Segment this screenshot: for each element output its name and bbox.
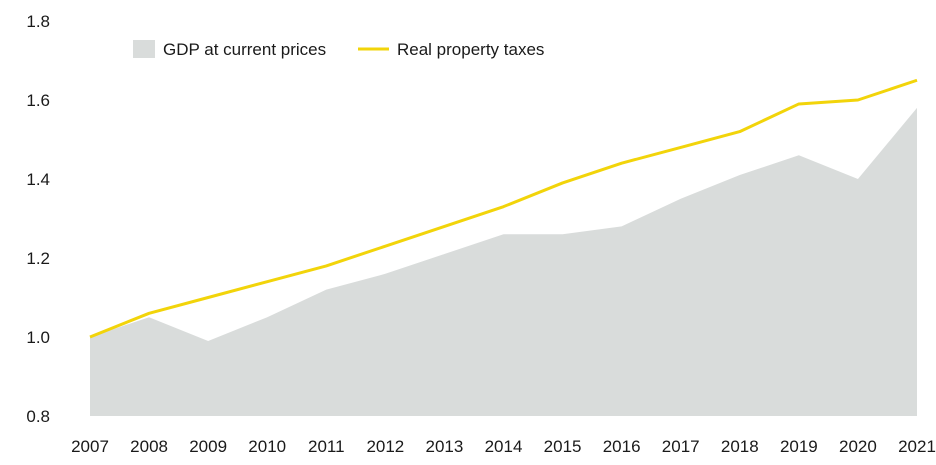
x-tick-label: 2016 [603,437,641,456]
y-tick-label: 1.8 [26,12,50,31]
gdp-point-2016 [620,224,624,228]
x-tick-label: 2012 [366,437,404,456]
x-tick-label: 2008 [130,437,168,456]
x-tick-label: 2014 [485,437,523,456]
x-tick-label: 2007 [71,437,109,456]
x-axis: 2007 2008 2009 2010 2011 2012 2013 2014 2015 2016… [71,437,936,456]
y-tick-label: 1.6 [26,91,50,110]
real-property-taxes-point-2008 [147,311,151,315]
x-tick-label: 2015 [544,437,582,456]
real-property-taxes-point-2012 [383,244,387,248]
y-tick-label: 1.2 [26,249,50,268]
gdp-point-2012 [383,272,387,276]
real-property-taxes-point-2014 [502,205,506,209]
real-property-taxes-point-2010 [265,280,269,284]
gdp-point-2019 [797,153,801,157]
legend-label-real-property-taxes: Real property taxes [397,40,544,59]
gdp-area [90,107,917,417]
gdp-point-2018 [738,173,742,177]
real-property-taxes-point-2016 [620,161,624,165]
gdp-point-2020 [856,177,860,181]
gdp-point-2014 [502,232,506,236]
real-property-taxes-point-2020 [856,98,860,102]
legend-swatch-gdp [133,40,155,58]
gdp-point-2021 [915,106,919,110]
gdp-point-2011 [324,288,328,292]
real-property-taxes-line [89,78,918,339]
y-tick-label: 0.8 [26,407,50,426]
x-tick-label: 2019 [780,437,818,456]
line-layer [89,78,918,339]
gdp-point-2008 [147,315,151,319]
x-tick-label: 2021 [898,437,936,456]
gdp-point-2017 [679,197,683,201]
y-tick-label: 1.4 [26,170,50,189]
real-property-taxes-point-2019 [797,102,801,106]
y-tick-label: 1.0 [26,328,50,347]
x-tick-label: 2020 [839,437,877,456]
real-property-taxes-point-2011 [324,264,328,268]
real-property-taxes-point-2018 [738,130,742,134]
real-property-taxes-point-2017 [679,145,683,149]
x-tick-label: 2011 [308,437,345,456]
area-layer [90,107,917,417]
gdp-point-2015 [561,232,565,236]
real-property-taxes-point-2021 [915,78,919,82]
x-tick-label: 2013 [426,437,464,456]
gdp-point-2013 [442,252,446,256]
x-tick-label: 2010 [248,437,286,456]
y-axis: 0.8 1.0 1.2 1.4 1.6 1.8 [26,12,50,426]
x-tick-label: 2009 [189,437,227,456]
gdp-point-2009 [206,339,210,343]
real-property-taxes-point-2009 [206,296,210,300]
real-property-taxes-point-2015 [561,181,565,185]
legend: GDP at current prices Real property taxe… [133,40,544,59]
legend-label-gdp: GDP at current prices [163,40,326,59]
gdp-point-2010 [265,315,269,319]
real-property-taxes-point-2007 [88,335,92,339]
x-tick-label: 2018 [721,437,759,456]
x-tick-label: 2017 [662,437,700,456]
real-property-taxes-point-2013 [442,224,446,228]
